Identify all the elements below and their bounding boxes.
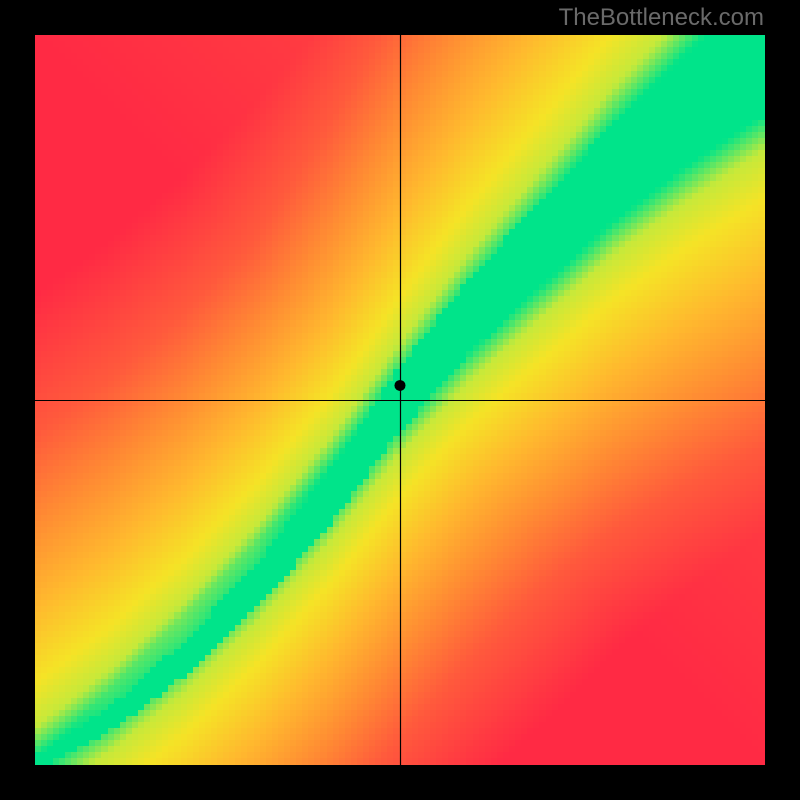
chart-container: TheBottleneck.com — [0, 0, 800, 800]
bottleneck-heatmap — [35, 35, 765, 765]
watermark-text: TheBottleneck.com — [559, 4, 764, 32]
